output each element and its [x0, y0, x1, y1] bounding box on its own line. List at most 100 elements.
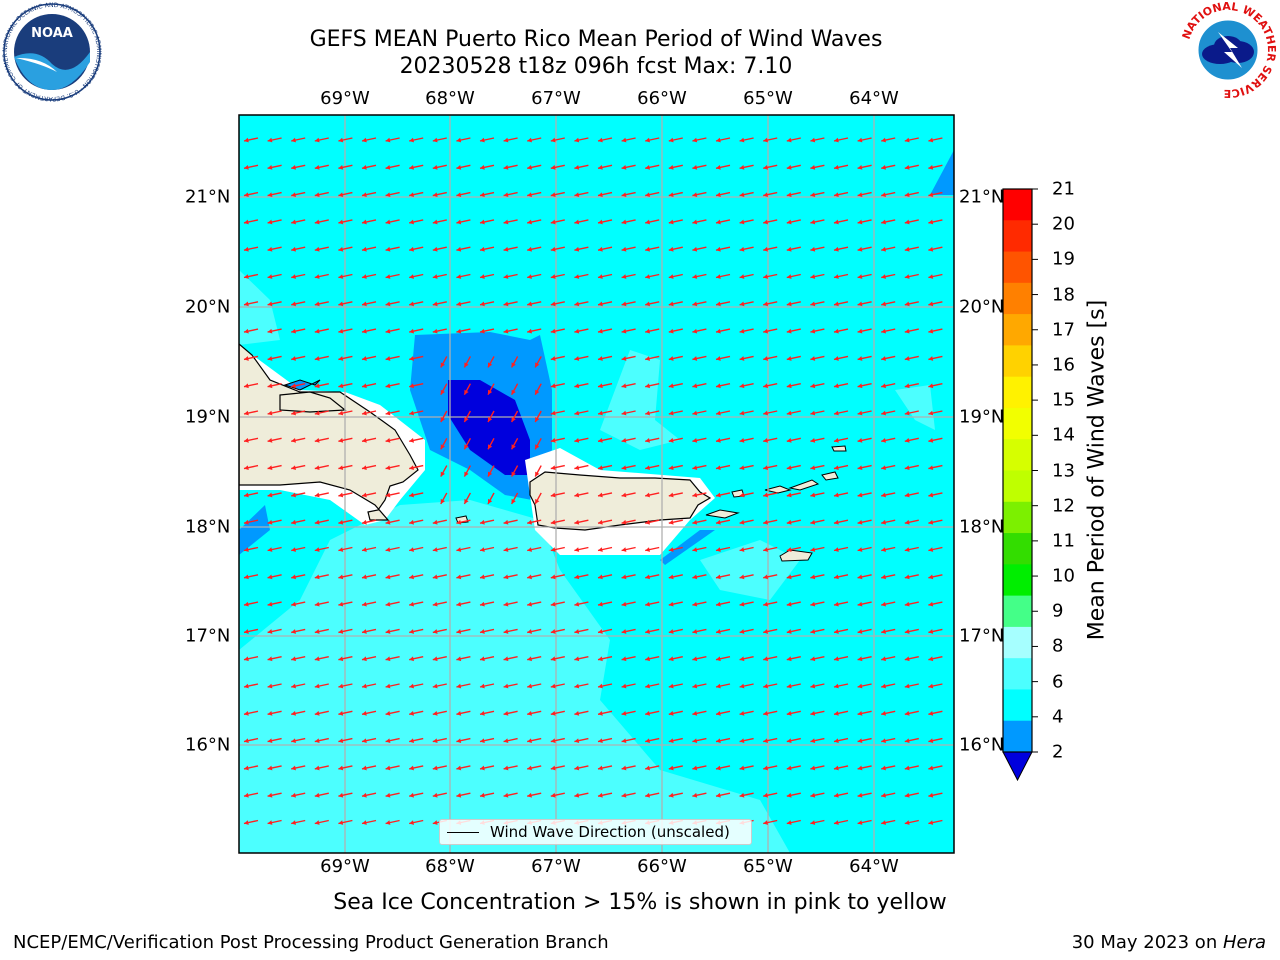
longitude-label-bottom: 64°W	[849, 856, 899, 877]
wave-direction-arrowhead	[881, 711, 886, 716]
wave-direction-arrowhead	[291, 765, 296, 771]
wave-direction-arrowhead	[314, 574, 320, 580]
wave-direction-arrowhead	[763, 574, 768, 580]
wave-direction-arrowhead	[763, 356, 768, 361]
wave-direction-arrowhead	[314, 601, 320, 607]
latitude-label-left: 18°N	[185, 516, 231, 538]
wave-direction-arrowhead	[385, 274, 391, 279]
wave-direction-arrowhead	[621, 711, 627, 716]
wave-direction-arrowhead	[535, 471, 540, 477]
wave-direction-arrowhead	[362, 738, 367, 744]
map-subtitle: 20230528 t18z 096h fcst Max: 7.10	[399, 54, 793, 79]
wave-direction-arrowhead	[621, 137, 627, 143]
wave-direction-arrowhead	[621, 601, 627, 607]
sea-ice-note: Sea Ice Concentration > 15% is shown in …	[333, 890, 947, 915]
wave-direction-arrowhead	[668, 765, 674, 771]
wave-direction-arrowhead	[550, 711, 556, 716]
wave-direction-arrowhead	[881, 765, 886, 771]
wave-direction-arrowhead	[645, 492, 650, 498]
wave-direction-arrowhead	[550, 383, 556, 389]
wave-direction-arrowhead	[881, 301, 886, 307]
wave-direction-arrowhead	[598, 301, 603, 307]
wave-direction-arrowhead	[244, 683, 249, 689]
wave-direction-arrowhead	[645, 165, 650, 170]
wave-direction-arrowhead	[244, 574, 249, 580]
colorbar-tick-label: 19	[1052, 248, 1075, 270]
wave-direction-arrowhead	[574, 792, 580, 798]
wave-direction-arrowhead	[267, 683, 273, 689]
colorbar-segment	[1003, 533, 1032, 565]
wave-direction-arrowhead	[621, 683, 627, 689]
wave-direction-arrowhead	[464, 471, 469, 477]
latitude-label-right: 17°N	[959, 625, 1005, 647]
wave-direction-arrowhead	[385, 492, 391, 498]
wave-direction-arrowhead	[314, 547, 320, 552]
wave-direction-arrowhead	[362, 328, 367, 334]
legend-label: Wind Wave Direction (unscaled)	[490, 823, 730, 841]
wave-direction-arrowhead	[362, 629, 367, 634]
wave-direction-arrowhead	[716, 574, 721, 580]
wave-direction-arrowhead	[550, 465, 556, 471]
wave-direction-arrowhead	[338, 301, 344, 307]
wave-direction-arrowhead	[668, 656, 674, 662]
wave-direction-arrowhead	[456, 301, 462, 307]
wave-direction-arrowhead	[432, 219, 438, 225]
wave-direction-arrowhead	[716, 765, 721, 771]
wave-direction-arrowhead	[291, 792, 296, 798]
wave-direction-arrowhead	[503, 165, 509, 170]
wave-direction-arrowhead	[763, 410, 768, 416]
wave-direction-arrowhead	[668, 465, 674, 471]
wave-direction-arrowhead	[857, 165, 863, 170]
wave-direction-arrowhead	[487, 498, 493, 504]
wave-direction-arrowhead	[668, 192, 674, 198]
wave-direction-arrowhead	[385, 301, 391, 307]
wave-direction-arrowhead	[527, 519, 532, 525]
wave-direction-arrowhead	[480, 219, 485, 225]
wave-direction-arrowhead	[716, 492, 721, 498]
wave-direction-arrowhead	[668, 547, 674, 552]
wave-direction-arrowhead	[409, 356, 414, 361]
wave-direction-arrowhead	[338, 356, 344, 361]
wave-direction-arrowhead	[291, 246, 296, 252]
wave-direction-arrowhead	[716, 219, 721, 225]
wave-direction-arrowhead	[527, 192, 532, 198]
wave-direction-arrowhead	[716, 656, 721, 662]
wave-direction-arrowhead	[786, 219, 792, 225]
wave-direction-arrowhead	[716, 137, 721, 143]
wave-direction-arrowhead	[668, 792, 674, 798]
wave-direction-arrowhead	[385, 192, 391, 198]
wave-direction-arrowhead	[440, 389, 446, 395]
wave-direction-arrowhead	[881, 465, 886, 471]
wave-direction-arrowhead	[338, 165, 344, 170]
wave-direction-arrowhead	[314, 765, 320, 771]
wave-direction-arrowhead	[763, 820, 768, 825]
longitude-label-bottom: 65°W	[743, 856, 793, 877]
wave-direction-arrowhead	[857, 192, 863, 198]
wave-direction-arrowhead	[456, 192, 462, 198]
wave-direction-arrowhead	[904, 629, 910, 634]
wave-direction-arrowhead	[574, 765, 580, 771]
wave-direction-arrowhead	[409, 410, 414, 416]
wave-direction-arrowhead	[668, 383, 674, 389]
wave-direction-arrowhead	[503, 601, 509, 607]
wave-direction-arrowhead	[810, 192, 816, 198]
wave-direction-arrowhead	[503, 765, 509, 771]
wave-direction-arrowhead	[550, 356, 556, 361]
wave-direction-arrowhead	[574, 438, 580, 443]
longitude-label-top: 65°W	[743, 88, 793, 109]
wave-direction-arrowhead	[621, 383, 627, 389]
wave-direction-arrowhead	[480, 683, 485, 689]
longitude-label-top: 66°W	[637, 88, 687, 109]
wave-direction-arrowhead	[598, 328, 603, 334]
wave-direction-arrowhead	[928, 683, 934, 689]
wave-direction-arrowhead	[786, 629, 792, 634]
wave-direction-arrowhead	[692, 547, 698, 552]
wave-direction-arrowhead	[739, 328, 745, 334]
wave-direction-arrowhead	[527, 137, 532, 143]
wave-direction-arrowhead	[314, 792, 320, 798]
wave-direction-arrowhead	[598, 574, 603, 580]
wave-direction-arrowhead	[480, 574, 485, 580]
wave-direction-arrowhead	[338, 820, 344, 825]
wave-direction-arrowhead	[786, 738, 792, 744]
wave-direction-arrowhead	[267, 738, 273, 744]
